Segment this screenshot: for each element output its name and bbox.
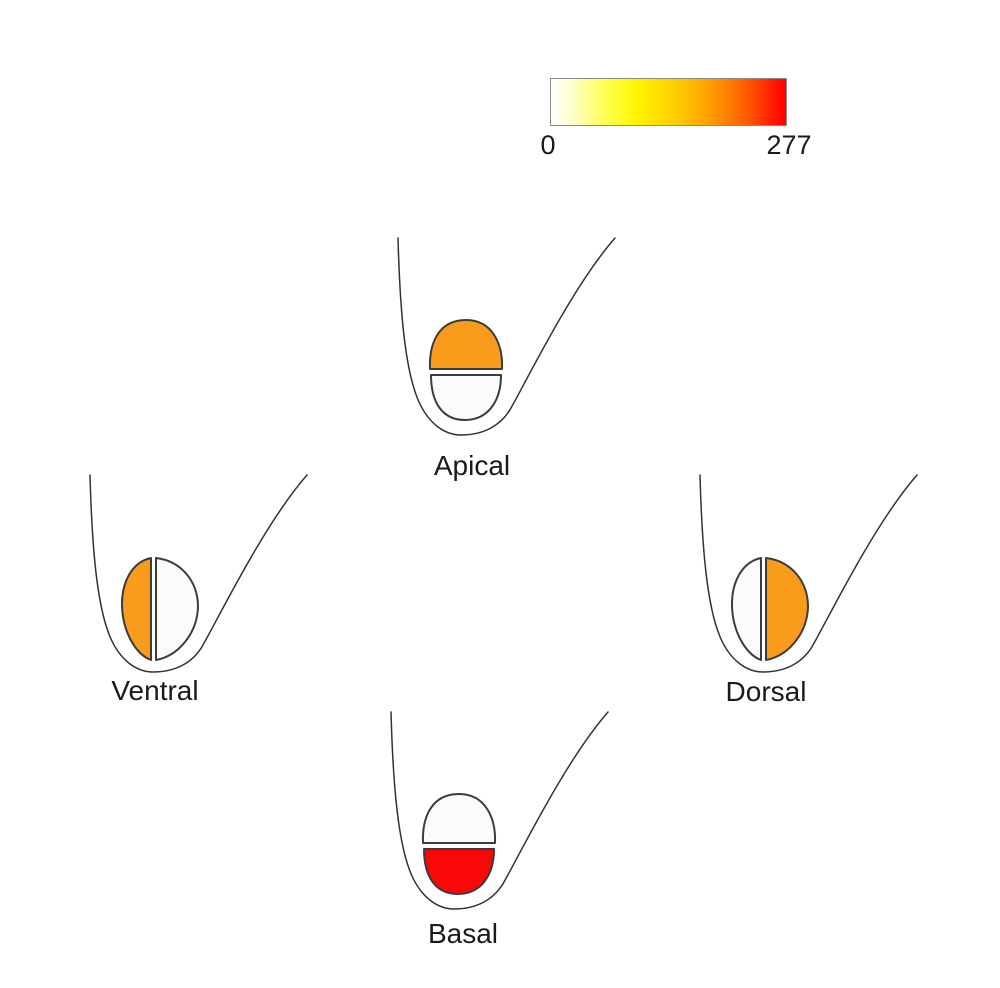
dorsal-follicle-outline-curve <box>699 474 918 673</box>
apical-follicle-outline-curve <box>397 237 616 436</box>
panel-ventral <box>89 474 308 673</box>
panel-apical <box>397 237 616 436</box>
ventral-follicle-outline-curve <box>89 474 308 673</box>
panel-label-ventral: Ventral <box>111 675 199 706</box>
panel-label-apical: Apical <box>433 450 511 481</box>
dorsal-egg-right-half <box>765 557 809 661</box>
basal-egg-bottom-half <box>423 848 495 895</box>
ventral-egg-left-half <box>121 557 152 661</box>
dorsal-egg-left-half <box>731 557 762 661</box>
basal-follicle-outline-curve <box>390 711 609 910</box>
panel-dorsal <box>699 474 918 673</box>
panel-label-dorsal: Dorsal <box>725 676 807 707</box>
panel-basal <box>390 711 609 910</box>
apical-egg-bottom-half <box>430 374 502 421</box>
apical-egg-top-half <box>428 319 504 370</box>
colorbar-gradient <box>550 78 787 126</box>
basal-egg-top-half <box>421 793 497 844</box>
colorbar-max-label: 277 <box>766 130 812 160</box>
colorbar-min-label: 0 <box>540 130 556 160</box>
panel-label-basal: Basal <box>427 918 499 949</box>
ventral-egg-right-half <box>155 557 199 661</box>
